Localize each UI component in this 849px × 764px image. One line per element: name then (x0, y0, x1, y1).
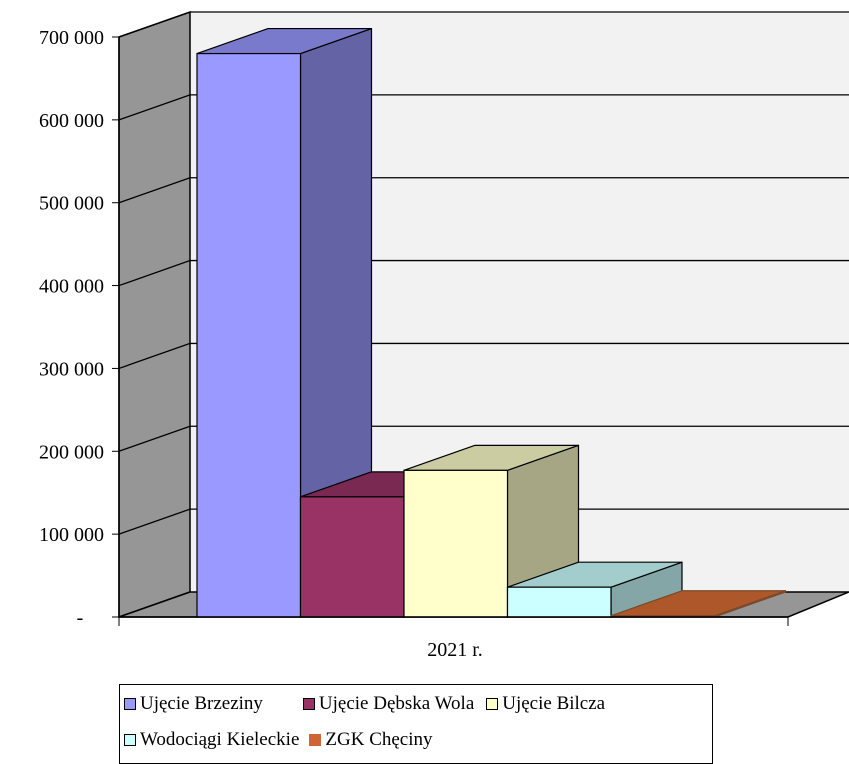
y-tick-label: - (77, 607, 84, 629)
bar-uj-cie-bilcza (403, 444, 580, 618)
legend-label: Ujęcie Dębska Wola (318, 693, 475, 714)
legend-swatch-ujecie-brzeziny (124, 698, 136, 710)
bar-front (403, 469, 509, 618)
gridlines (118, 11, 849, 535)
bars (196, 27, 787, 618)
y-tick-label: 200 000 (39, 441, 104, 463)
gridline (118, 177, 849, 204)
legend-label: Wodociągi Kieleckie (140, 729, 300, 750)
gridline (118, 508, 849, 535)
chart-svg: - 100 000 200 000 300 000 400 000 500 000 600 … (39, 10, 849, 661)
legend-label: Ujęcie Brzeziny (140, 693, 263, 714)
y-tick-label: 600 000 (39, 110, 104, 132)
legend: Ujęcie Brzeziny Ujęcie Dębska Wola Ujęci… (119, 684, 713, 764)
legend-swatch-ujecie-bilcza (486, 698, 499, 710)
x-category-label: 2021 r. (427, 639, 483, 661)
gridline (118, 425, 849, 452)
bar-front (299, 496, 405, 618)
legend-item-wodociagi-kieleckie: Wodociągi Kieleckie (120, 729, 299, 751)
bar-front (506, 586, 612, 618)
legend-label: ZGK Chęciny (325, 729, 433, 750)
legend-swatch-zgk-checiny (309, 734, 322, 746)
gridline (118, 94, 849, 121)
y-tick-label: 500 000 (39, 193, 104, 215)
legend-item-zgk-checiny: ZGK Chęciny (309, 729, 433, 751)
side-wall (118, 10, 191, 619)
legend-swatch-wodociagi-kieleckie (124, 734, 136, 746)
gridline (118, 342, 849, 370)
y-tick-label: 100 000 (39, 524, 104, 546)
legend-label: Ujęcie Bilcza (502, 693, 606, 714)
y-axis-ticks: - 100 000 200 000 300 000 400 000 500 000 600 … (39, 27, 119, 629)
gridline (118, 259, 849, 287)
legend-item-ujecie-debska-wola: Ujęcie Dębska Wola (273, 693, 474, 715)
bar-uj-cie-brzeziny (196, 27, 373, 618)
y-tick-label: 700 000 (39, 27, 104, 49)
gridline (118, 11, 849, 38)
legend-item-ujecie-brzeziny: Ujęcie Brzeziny (120, 693, 263, 715)
y-tick-label: 300 000 (39, 358, 104, 380)
y-tick-label: 400 000 (39, 276, 104, 298)
bar-wodoci-gi-kieleckie (506, 561, 683, 618)
legend-item-ujecie-bilcza: Ujęcie Bilcza (484, 693, 605, 715)
bar-front (196, 52, 302, 618)
legend-swatch-ujecie-debska-wola (302, 698, 315, 710)
